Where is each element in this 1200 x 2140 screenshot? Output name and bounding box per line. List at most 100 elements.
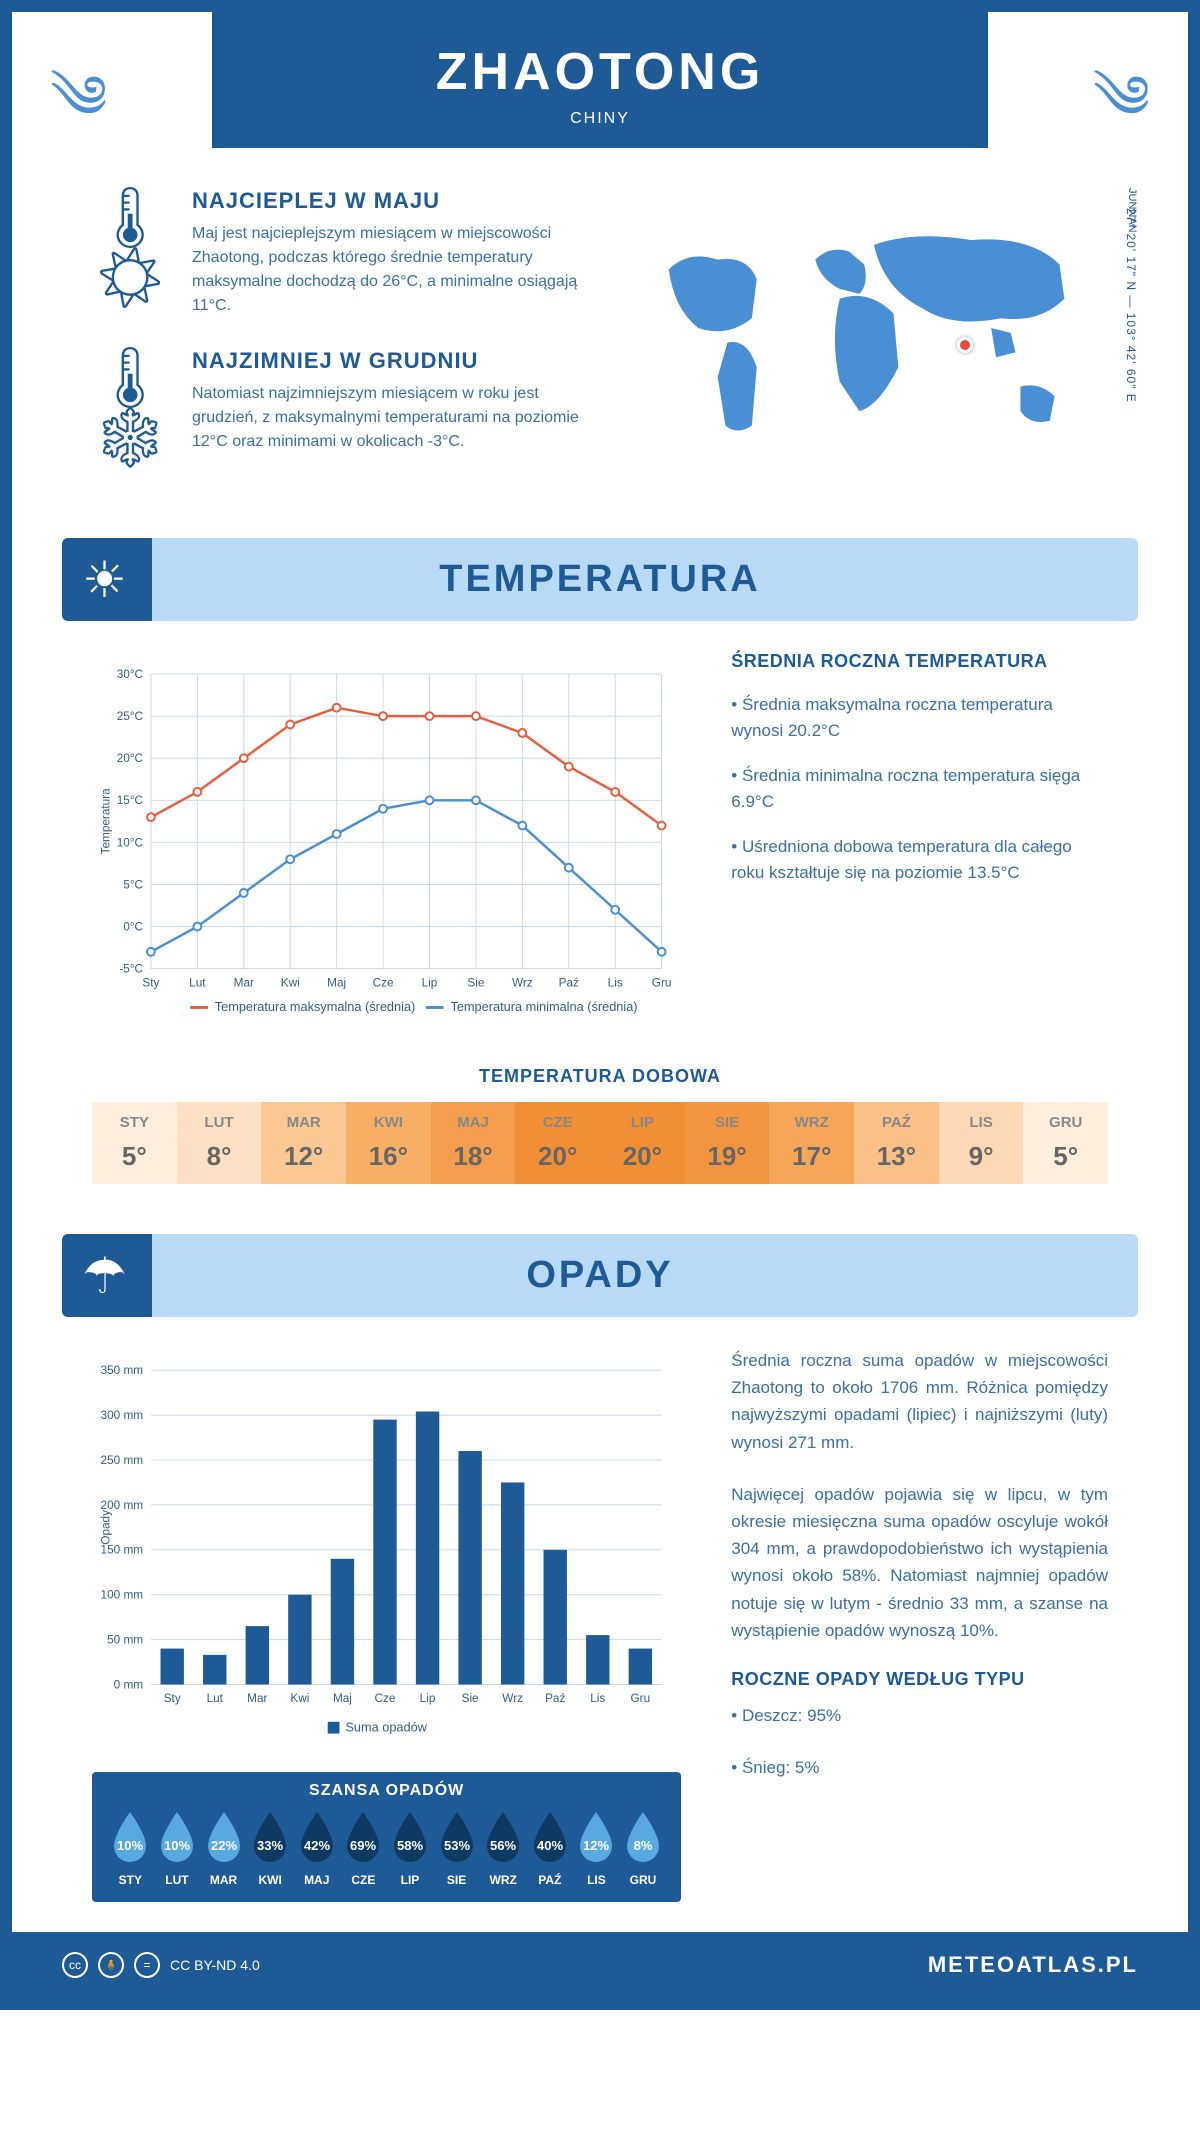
nd-icon: =	[134, 1952, 160, 1978]
svg-text:Sty: Sty	[164, 1692, 181, 1705]
location-marker	[957, 337, 973, 353]
svg-text:33%: 33%	[257, 1838, 283, 1853]
coldest-text: Natomiast najzimniejszym miesiącem w rok…	[192, 382, 580, 454]
drop-item: 8%GRU	[620, 1810, 667, 1887]
daily-temp-cell: STY5°	[92, 1102, 177, 1184]
drop-item: 53%SIE	[433, 1810, 480, 1887]
svg-text:5°C: 5°C	[123, 878, 143, 891]
svg-text:Gru: Gru	[631, 1692, 651, 1705]
svg-text:Temperatura: Temperatura	[100, 788, 113, 855]
svg-text:Mar: Mar	[234, 976, 254, 989]
daily-temp-cell: CZE20°	[515, 1102, 600, 1184]
svg-text:69%: 69%	[350, 1838, 376, 1853]
precipitation-heading: OPADY	[82, 1254, 1118, 1297]
daily-temp-row: STY5°LUT8°MAR12°KWI16°MAJ18°CZE20°LIP20°…	[92, 1102, 1108, 1184]
coldest-fact: 🌡❄ NAJZIMNIEJ W GRUDNIU Natomiast najzim…	[92, 348, 580, 468]
svg-text:Maj: Maj	[333, 1692, 352, 1705]
svg-text:50 mm: 50 mm	[107, 1634, 143, 1647]
svg-text:Paź: Paź	[545, 1692, 565, 1705]
by-icon: 🧍	[98, 1952, 124, 1978]
country-subtitle: CHINY	[212, 110, 988, 128]
svg-text:Lis: Lis	[608, 976, 623, 989]
coordinates: 27° 20' 17" N — 103° 42' 60" E	[1124, 208, 1138, 403]
svg-text:53%: 53%	[444, 1838, 470, 1853]
by-type-title: ROCZNE OPADY WEDŁUG TYPU	[731, 1669, 1108, 1690]
drop-item: 12%LIS	[573, 1810, 620, 1887]
svg-text:Suma opadów: Suma opadów	[345, 1720, 427, 1735]
coldest-title: NAJZIMNIEJ W GRUDNIU	[192, 348, 580, 374]
city-title: ZHAOTONG	[212, 42, 988, 102]
drop-item: 22%MAR	[200, 1810, 247, 1887]
overview-section: 🌡☀ NAJCIEPLEJ W MAJU Maj jest najcieplej…	[12, 188, 1188, 538]
svg-text:40%: 40%	[537, 1838, 563, 1853]
svg-text:150 mm: 150 mm	[101, 1544, 144, 1557]
daily-temp-cell: WRZ17°	[769, 1102, 854, 1184]
stats-title: ŚREDNIA ROCZNA TEMPERATURA	[731, 651, 1108, 672]
svg-text:42%: 42%	[304, 1838, 330, 1853]
svg-text:Sie: Sie	[467, 976, 484, 989]
precipitation-banner: ☂ OPADY	[62, 1234, 1138, 1317]
wind-icon: ༄	[50, 30, 107, 199]
thermometer-sun-icon: 🌡☀	[92, 188, 172, 318]
svg-text:30°C: 30°C	[117, 668, 144, 681]
svg-text:10%: 10%	[117, 1838, 143, 1853]
chance-title: SZANSA OPADÓW	[107, 1782, 666, 1800]
temperature-heading: TEMPERATURA	[82, 558, 1118, 601]
daily-temp-cell: KWI16°	[346, 1102, 431, 1184]
precip-paragraph: Najwięcej opadów pojawia się w lipcu, w …	[731, 1481, 1108, 1644]
svg-text:Kwi: Kwi	[290, 1692, 309, 1705]
svg-text:Opady: Opady	[100, 1510, 113, 1545]
daily-temp-cell: MAR12°	[261, 1102, 346, 1184]
cc-icon: cc	[62, 1952, 88, 1978]
warmest-title: NAJCIEPLEJ W MAJU	[192, 188, 580, 214]
svg-text:Lut: Lut	[207, 1692, 224, 1705]
precipitation-chance: SZANSA OPADÓW 10%STY10%LUT22%MAR33%KWI42…	[92, 1772, 681, 1902]
temperature-banner: ☀ TEMPERATURA	[62, 538, 1138, 621]
svg-text:25°C: 25°C	[117, 710, 144, 723]
svg-text:Cze: Cze	[375, 1692, 396, 1705]
svg-text:Lis: Lis	[590, 1692, 605, 1705]
svg-text:10%: 10%	[164, 1838, 190, 1853]
brand-label: METEOATLAS.PL	[928, 1952, 1138, 1978]
footer: cc 🧍 = CC BY-ND 4.0 METEOATLAS.PL	[12, 1932, 1188, 1998]
snow-pct: • Śnieg: 5%	[731, 1754, 1108, 1781]
drop-item: 56%WRZ	[480, 1810, 527, 1887]
svg-text:10°C: 10°C	[117, 836, 144, 849]
wind-icon: ༄	[1093, 30, 1150, 199]
svg-text:Wrz: Wrz	[502, 1692, 523, 1705]
svg-text:Maj: Maj	[327, 976, 346, 989]
svg-text:Lip: Lip	[422, 976, 438, 989]
svg-text:Cze: Cze	[373, 976, 394, 989]
svg-text:Paź: Paź	[559, 976, 579, 989]
drop-item: 42%MAJ	[293, 1810, 340, 1887]
daily-temp-cell: LIS9°	[939, 1102, 1024, 1184]
precipitation-chart: 0 mm50 mm100 mm150 mm200 mm250 mm300 mm3…	[92, 1347, 681, 1902]
stat-bullet: • Uśredniona dobowa temperatura dla całe…	[731, 834, 1108, 885]
license-text: CC BY-ND 4.0	[170, 1957, 260, 1973]
warmest-fact: 🌡☀ NAJCIEPLEJ W MAJU Maj jest najcieplej…	[92, 188, 580, 318]
daily-temp-cell: PAŹ13°	[854, 1102, 939, 1184]
infographic-page: ༄ ༄ ZHAOTONG CHINY 🌡☀ NAJCIEPLEJ W MAJU …	[0, 0, 1200, 2010]
daily-temp-cell: LUT8°	[177, 1102, 262, 1184]
rain-pct: • Deszcz: 95%	[731, 1702, 1108, 1729]
daily-temp-cell: LIP20°	[600, 1102, 685, 1184]
drop-item: 33%KWI	[247, 1810, 294, 1887]
svg-text:58%: 58%	[397, 1838, 423, 1853]
daily-temp-cell: GRU5°	[1023, 1102, 1108, 1184]
map-svg	[620, 188, 1108, 468]
stat-bullet: • Średnia minimalna roczna temperatura s…	[731, 763, 1108, 814]
license-block: cc 🧍 = CC BY-ND 4.0	[62, 1952, 260, 1978]
svg-text:250 mm: 250 mm	[101, 1454, 144, 1467]
umbrella-icon: ☂	[82, 1247, 127, 1305]
temperature-chart: -5°C0°C5°C10°C15°C20°C25°C30°CStyLutMarK…	[92, 651, 681, 1036]
drops-row: 10%STY10%LUT22%MAR33%KWI42%MAJ69%CZE58%L…	[107, 1810, 666, 1887]
svg-text:-5°C: -5°C	[119, 963, 143, 976]
svg-text:22%: 22%	[211, 1838, 237, 1853]
svg-text:8%: 8%	[634, 1838, 653, 1853]
svg-text:Temperatura minimalna (średnia: Temperatura minimalna (średnia)	[450, 999, 637, 1014]
drop-item: 10%LUT	[154, 1810, 201, 1887]
svg-text:0 mm: 0 mm	[114, 1678, 144, 1691]
svg-text:Sty: Sty	[142, 976, 159, 989]
drop-item: 40%PAŹ	[526, 1810, 573, 1887]
daily-temp-cell: MAJ18°	[431, 1102, 516, 1184]
